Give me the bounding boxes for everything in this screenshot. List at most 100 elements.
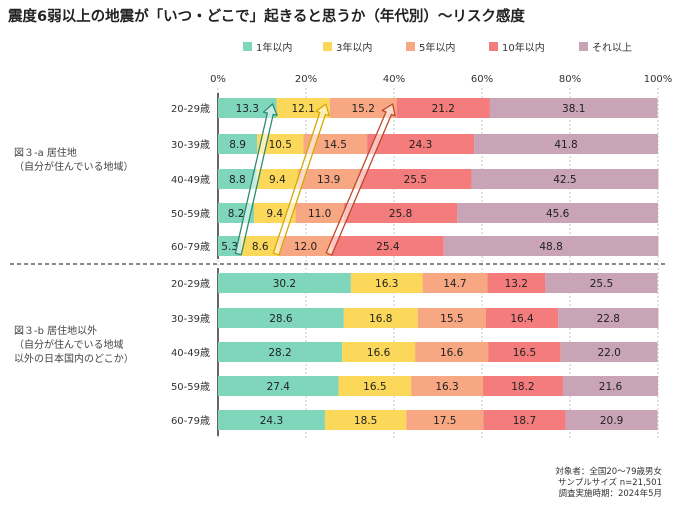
data-label-4: 24.3 <box>409 139 432 151</box>
trend-arrow-shape <box>234 103 278 256</box>
legend-item-3: 5年以内 <box>406 41 455 54</box>
bar-segment-1 <box>218 98 277 118</box>
bar-segment-1 <box>218 134 258 154</box>
data-label-3: 14.5 <box>324 139 347 151</box>
data-label-4: 25.5 <box>404 174 427 186</box>
trend-arrow-shape <box>272 103 330 256</box>
data-label-3: 17.5 <box>433 415 456 427</box>
bar-segment-3 <box>303 134 368 154</box>
bar-segment-5 <box>471 169 659 189</box>
data-label-5: 22.0 <box>597 347 620 359</box>
note-line-2: サンプルサイズ n=21,501 <box>558 477 662 488</box>
data-label-1: 8.2 <box>228 208 245 220</box>
data-label-5: 45.6 <box>546 208 570 220</box>
legend-swatch <box>579 42 588 51</box>
bar-segment-4 <box>331 236 444 256</box>
data-label-3: 15.5 <box>440 313 463 325</box>
data-label-2: 9.4 <box>269 174 286 186</box>
legend-item-2: 3年以内 <box>323 41 372 54</box>
bar-row-g2-60-79: 60-79歳 24.3 18.5 17.5 18.7 20.9 <box>171 410 658 430</box>
data-label-1: 24.3 <box>260 415 283 427</box>
data-label-2: 16.8 <box>369 313 392 325</box>
data-label-1: 13.3 <box>236 103 259 115</box>
x-tick-label-3: 60% <box>471 74 493 85</box>
bar-row-g1-60-79: 60-79歳 5.3 8.6 12.0 25.4 48.8 <box>171 236 659 256</box>
group-label-line: 図３-b 居住地以外 <box>14 324 97 337</box>
legend-label: 1年以内 <box>256 41 292 54</box>
data-label-4: 13.2 <box>505 278 528 290</box>
bar-segment-4 <box>485 308 559 328</box>
bar-segment-4 <box>483 410 566 430</box>
bar-segment-1 <box>218 342 343 362</box>
bars: 20-29歳 13.3 12.1 15.2 21.2 38.1 30-39歳 8.9 10.5 1… <box>171 98 659 430</box>
bar-segment-1 <box>218 169 257 189</box>
bar-segment-3 <box>415 342 489 362</box>
bar-segment-4 <box>359 169 472 189</box>
category-label: 20-29歳 <box>171 103 210 115</box>
bar-segment-1 <box>218 376 339 396</box>
bar-segment-5 <box>558 308 659 328</box>
data-label-5: 41.8 <box>554 139 577 151</box>
data-label-5: 38.1 <box>562 103 585 115</box>
trend-arrows <box>234 103 396 256</box>
data-label-3: 16.3 <box>435 381 458 393</box>
bar-segment-5 <box>474 134 658 154</box>
category-label: 20-29歳 <box>171 278 210 290</box>
data-label-5: 25.5 <box>590 278 613 290</box>
bar-segment-1 <box>218 308 344 328</box>
legend-item-1: 1年以内 <box>243 41 292 54</box>
legend-item-4: 10年以内 <box>489 41 545 54</box>
data-label-1: 27.4 <box>267 381 291 393</box>
data-label-5: 42.5 <box>553 174 576 186</box>
bar-segment-2 <box>241 236 280 256</box>
bar-segment-3 <box>406 410 484 430</box>
x-tick-label-5: 100% <box>644 74 673 85</box>
data-label-2: 10.5 <box>269 139 292 151</box>
data-label-1: 30.2 <box>273 278 296 290</box>
data-label-2: 12.1 <box>291 103 314 115</box>
note-line-3: 調査実施時期：2024年5月 <box>558 488 662 499</box>
category-label: 50-59歳 <box>171 381 210 393</box>
category-label: 30-39歳 <box>171 139 210 151</box>
group-label-line: （自分が住んでいる地域） <box>14 160 134 173</box>
data-label-5: 48.8 <box>539 241 562 253</box>
data-label-4: 21.2 <box>432 103 455 115</box>
data-label-1: 8.8 <box>229 174 246 186</box>
data-label-5: 20.9 <box>600 415 623 427</box>
data-label-4: 16.4 <box>510 313 534 325</box>
bar-segment-2 <box>350 273 423 293</box>
bar-row-g2-40-49: 40-49歳 28.2 16.6 16.6 16.5 22.0 <box>171 342 658 362</box>
legend: 1年以内 3年以内 5年以内 10年以内 それ以上 <box>243 41 632 54</box>
legend-swatch <box>323 42 332 51</box>
bar-segment-1 <box>218 273 351 293</box>
x-tick-label-2: 40% <box>383 74 405 85</box>
data-label-5: 21.6 <box>599 381 623 393</box>
data-label-2: 18.5 <box>354 415 377 427</box>
x-tick-label-0: 0% <box>210 74 226 85</box>
legend-swatch <box>489 42 498 51</box>
legend-label: それ以上 <box>592 42 632 54</box>
bar-segment-4 <box>396 98 490 118</box>
bar-segment-2 <box>342 342 416 362</box>
bar-row-g2-20-29: 20-29歳 30.2 16.3 14.7 13.2 25.5 <box>171 273 658 293</box>
bar-segment-2 <box>257 134 304 154</box>
trend-arrow-2 <box>272 103 330 256</box>
bar-segment-3 <box>295 203 344 223</box>
data-label-3: 16.6 <box>440 347 464 359</box>
category-label: 40-49歳 <box>171 174 210 186</box>
bar-segment-5 <box>565 410 658 430</box>
bar-segment-3 <box>411 376 483 396</box>
bar-segment-3 <box>422 273 488 293</box>
data-label-5: 22.8 <box>597 313 620 325</box>
bar-segment-1 <box>218 410 325 430</box>
bar-segment-4 <box>343 203 458 223</box>
category-label: 40-49歳 <box>171 347 210 359</box>
bar-row-g2-50-59: 50-59歳 27.4 16.5 16.3 18.2 21.6 <box>171 376 658 396</box>
trend-arrow-3 <box>325 103 396 256</box>
bar-row-g1-40-49: 40-49歳 8.8 9.4 13.9 25.5 42.5 <box>171 169 659 189</box>
bar-segment-5 <box>489 98 658 118</box>
legend-swatch <box>243 42 252 51</box>
bar-row-g2-30-39: 30-39歳 28.6 16.8 15.5 16.4 22.8 <box>171 308 659 328</box>
x-tick-label-1: 20% <box>295 74 317 85</box>
